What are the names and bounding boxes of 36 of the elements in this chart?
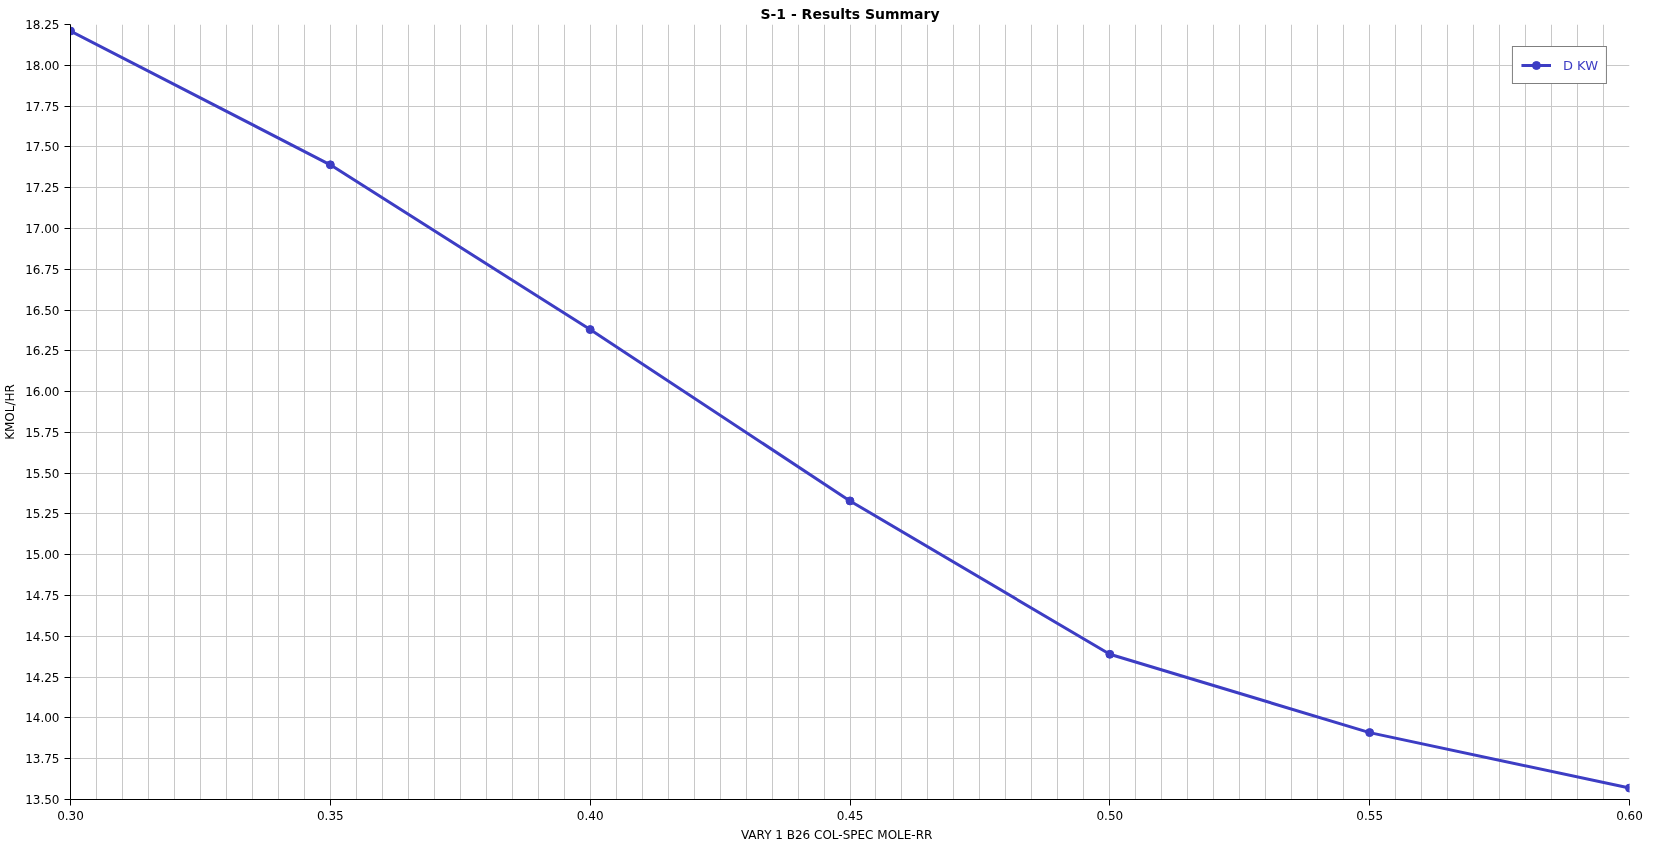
y-tick-label: 16.25: [25, 344, 60, 359]
y-tick-label: 17.50: [25, 140, 60, 155]
y-tick-label: 18.00: [25, 58, 60, 73]
x-tick-label: 0.55: [1356, 808, 1384, 823]
y-tick-label: 18.25: [25, 18, 60, 32]
x-tick-label: 0.45: [836, 808, 864, 823]
y-tick-label: 15.50: [25, 466, 60, 481]
x-tick-label: 0.30: [57, 808, 84, 823]
y-tick-label: 17.75: [25, 99, 60, 114]
x-tick-label: 0.35: [316, 808, 344, 823]
y-tick-label: 17.00: [25, 221, 60, 236]
y-tick-label: 16.50: [25, 303, 60, 318]
y-axis-title: KMOL/HR: [3, 384, 18, 440]
chart-title: S-1 - Results Summary: [760, 5, 940, 22]
y-tick-label: 16.75: [25, 262, 60, 277]
y-tick-label: 14.25: [25, 670, 60, 685]
y-tick-label: 14.75: [25, 589, 60, 604]
y-tick-label: 15.25: [25, 507, 60, 522]
y-tick-label: 14.50: [25, 629, 60, 644]
point: [845, 496, 855, 506]
legend-label: D KW: [1562, 57, 1598, 73]
y-tick-label: 13.50: [25, 793, 60, 807]
y-tick-label: 14.00: [25, 711, 60, 726]
point: [325, 160, 335, 170]
y-tick-label: 17.25: [25, 181, 60, 196]
point: [1105, 649, 1115, 659]
point: [1365, 728, 1375, 738]
x-tick-label: 0.50: [1096, 808, 1124, 823]
y-tick-label: 13.75: [25, 752, 60, 767]
x-tick-label: 0.60: [1616, 808, 1643, 823]
y-tick-label: 16.00: [25, 385, 60, 400]
x-tick-label: 0.40: [576, 808, 604, 823]
y-tick-label: 15.75: [25, 425, 60, 440]
point: [585, 325, 595, 335]
x-axis-title: VARY 1 B26 COL-SPEC MOLE-RR: [740, 827, 933, 842]
y-tick-label: 15.00: [25, 548, 60, 563]
